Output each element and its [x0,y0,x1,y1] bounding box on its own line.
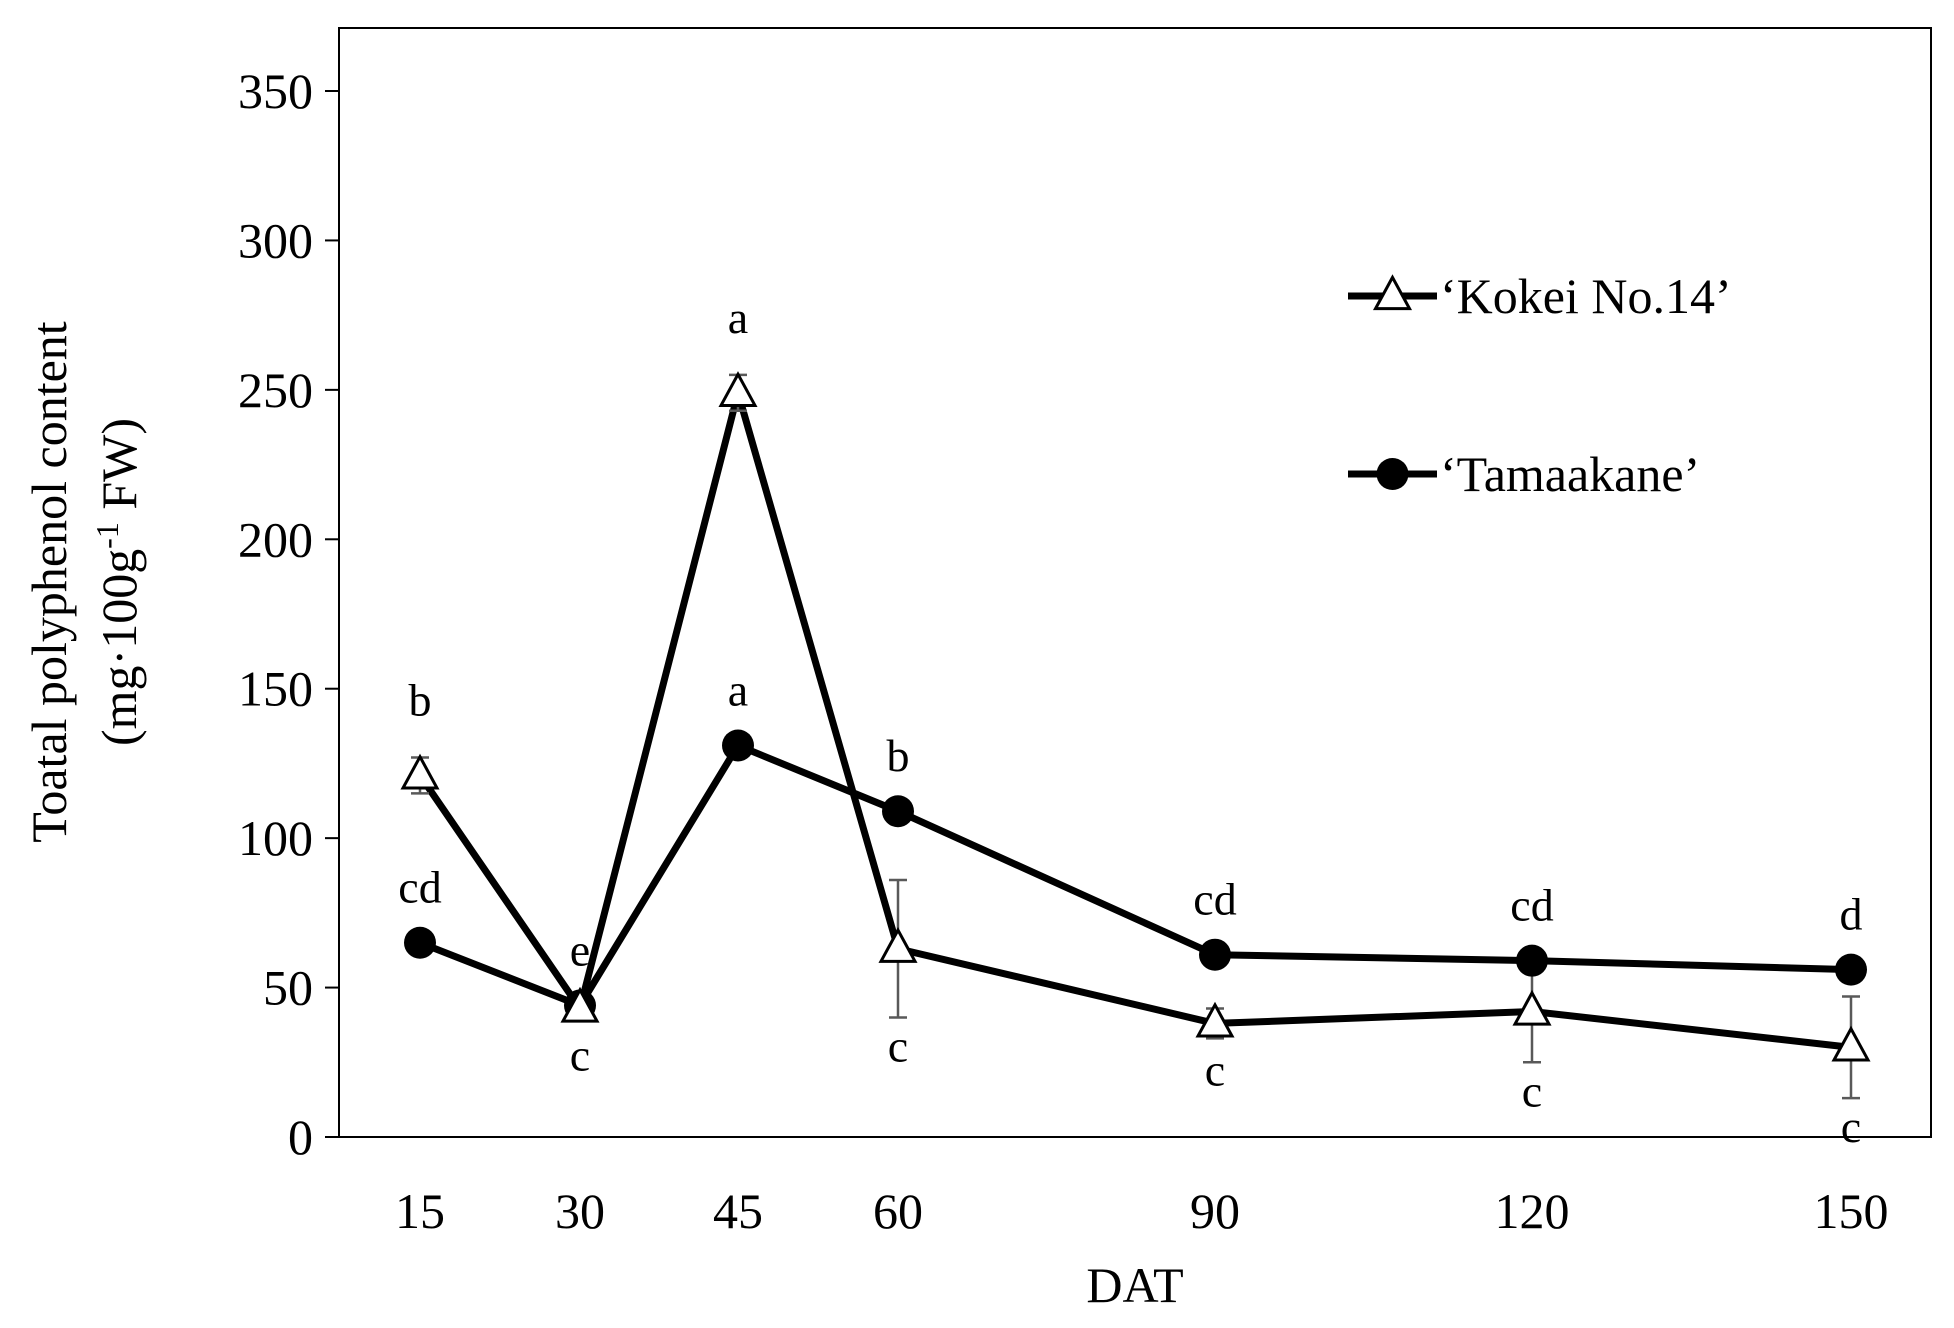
y-tick-label: 250 [238,362,313,418]
significance-letter-kokei: a [728,292,748,343]
data-point-kokei [878,926,918,963]
data-point-kokei [718,371,758,407]
x-tick-label: 150 [1814,1183,1889,1239]
significance-letter-kokei: c [1205,1044,1225,1095]
significance-letter-tamaakane: cd [398,862,441,913]
legend: ‘Kokei No.14’ ‘Tamaakane’ [1348,268,1732,502]
plot-area-frame [338,27,1932,1138]
legend-label-tamaakane: ‘Tamaakane’ [1440,446,1700,502]
significance-letter-tamaakane: e [570,925,590,976]
x-axis-title: DAT [1086,1257,1183,1313]
x-tick-label: 90 [1190,1183,1240,1239]
legend-item-kokei: ‘Kokei No.14’ [1348,268,1732,324]
x-tick-label: 30 [555,1183,605,1239]
y-axis-title-line2: (mg·100g-1 FW) [89,418,147,746]
significance-letter-tamaakane: a [728,664,748,715]
significance-letter-tamaakane: b [887,730,910,781]
significance-letter-tamaakane: cd [1510,880,1553,931]
significance-letter-kokei: c [1522,1065,1542,1116]
y-axis-title-line1: Toatal polyphenol content [21,321,77,842]
y-tick-label: 350 [238,63,313,119]
x-tick-label: 60 [873,1183,923,1239]
y-tick-label: 150 [238,661,313,717]
significance-letter-kokei: b [409,674,432,725]
legend-marker-circle [1376,458,1409,490]
data-point-kokei [1512,989,1552,1026]
data-point-kokei [560,986,600,1023]
series-layer: b c a c c c c cd e a b cd cd d [398,292,1871,1152]
y-tick-label: 50 [263,960,313,1016]
legend-label-kokei: ‘Kokei No.14’ [1440,268,1732,324]
data-point-tamaakane [1199,938,1231,971]
y-tick-label: 200 [238,511,313,567]
data-point-tamaakane [882,795,914,828]
x-axis: 15 30 45 60 90 120 150 [395,1183,1889,1239]
significance-letter-tamaakane: cd [1193,874,1236,925]
x-tick-label: 120 [1495,1183,1570,1239]
x-tick-label: 45 [713,1183,763,1239]
data-point-tamaakane [1516,944,1548,977]
x-tick-label: 15 [395,1183,445,1239]
legend-marker-triangle [1372,274,1413,311]
legend-item-tamaakane: ‘Tamaakane’ [1348,446,1700,502]
significance-letter-tamaakane: d [1840,889,1863,940]
y-axis: 0 50 100 150 200 250 300 350 [238,63,339,1165]
data-point-kokei [1831,1025,1871,1062]
y-tick-label: 0 [288,1109,313,1165]
significance-letter-kokei: c [888,1020,908,1071]
y-tick-label: 100 [238,810,313,866]
data-point-kokei [400,753,440,790]
data-point-tamaakane [722,729,754,762]
y-axis-title-unit-prefix: (mg·100g [91,549,147,746]
data-point-tamaakane [1835,953,1867,986]
y-axis-title-unit-sup: -1 [89,522,125,549]
y-axis-title-unit-suffix: FW) [91,418,147,522]
data-point-kokei [1195,1001,1235,1038]
data-point-tamaakane [404,926,436,959]
significance-letter-kokei: c [570,1029,590,1080]
significance-letter-kokei: c [1841,1101,1861,1152]
y-tick-label: 300 [238,212,313,268]
